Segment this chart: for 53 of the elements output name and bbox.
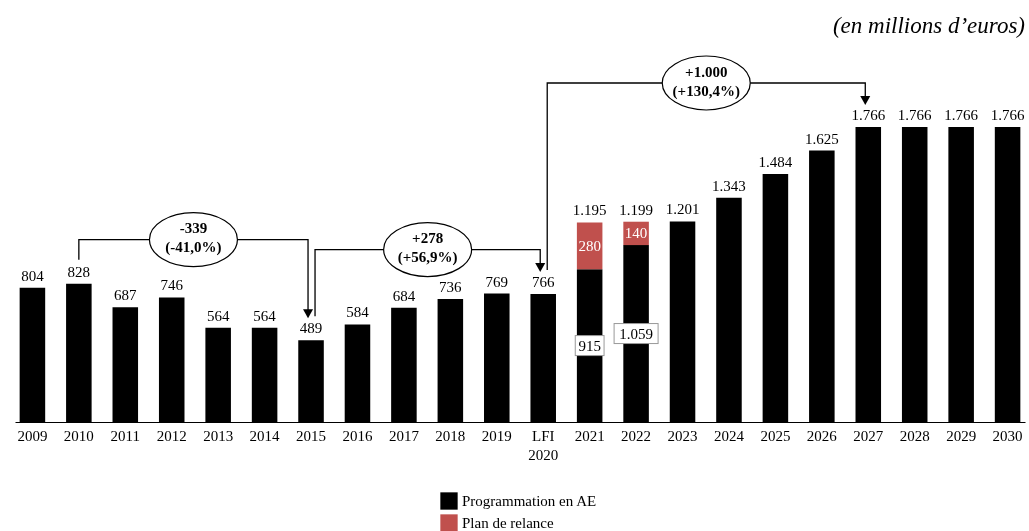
- x-tick-label: 2018: [435, 427, 466, 444]
- data-label: 1.766: [851, 107, 886, 123]
- x-tick-label: 2030: [992, 427, 1023, 444]
- x-tick-label: 2014: [249, 427, 281, 444]
- data-label: 769: [485, 273, 509, 290]
- data-label: 736: [439, 279, 463, 296]
- data-label: 140: [624, 225, 648, 242]
- annotation: +278 (+56,9%): [397, 230, 458, 267]
- x-tick-label: 2022: [621, 427, 652, 444]
- data-label: 828: [67, 263, 91, 280]
- data-label: 1.766: [944, 107, 979, 123]
- text: +1.000 (+130,4%): [672, 63, 740, 100]
- data-label: 746: [160, 277, 184, 294]
- x-tick-label: 2015: [296, 427, 327, 444]
- data-label: 687: [114, 287, 138, 304]
- x-tick-label: 2011: [110, 427, 141, 444]
- x-tick-label: 2026: [806, 427, 838, 444]
- data-label: 766: [531, 274, 555, 291]
- legend-label: Programmation en AE: [462, 493, 597, 509]
- x-tick-label: 2012: [156, 427, 187, 444]
- data-label: 1.201: [665, 201, 700, 218]
- x-tick-label: 2025: [760, 427, 791, 444]
- x-tick-label: 2028: [899, 427, 930, 444]
- data-label: 1.059: [619, 325, 653, 342]
- data-label: 564: [253, 307, 277, 324]
- annotation: -339 (-41,0%): [165, 220, 222, 257]
- data-label: 804: [21, 267, 45, 284]
- legend-label: Plan de relance: [462, 515, 554, 531]
- total-label: 1.195: [572, 202, 607, 219]
- x-tick-label: LFI 2020: [528, 427, 559, 463]
- data-label: 1.484: [758, 154, 793, 171]
- data-label: 1.343: [712, 177, 746, 194]
- x-tick-label: 2027: [853, 427, 884, 444]
- chart-subtitle: (en millions d’euros): [832, 13, 1025, 38]
- x-tick-label: 2016: [342, 427, 373, 444]
- data-label: 584: [346, 304, 370, 321]
- data-label: 684: [392, 287, 416, 304]
- x-tick-label: 2023: [667, 427, 698, 444]
- x-tick-label: 2024: [713, 427, 745, 444]
- data-label: 1.766: [897, 107, 933, 123]
- x-tick-label: 2019: [481, 427, 512, 444]
- x-tick-label: 2010: [63, 427, 94, 444]
- x-tick-label: 2029: [946, 427, 977, 444]
- x-tick-label: 2013: [203, 427, 234, 444]
- x-tick-label: 2017: [388, 427, 420, 444]
- total-label: 1.199: [619, 201, 653, 218]
- x-tick-label: 2021: [574, 427, 605, 444]
- data-label: 489: [299, 320, 323, 337]
- data-label: 280: [578, 237, 601, 254]
- data-label: 564: [206, 307, 230, 324]
- data-label: 1.766: [990, 107, 1025, 123]
- data-label: 1.625: [804, 130, 839, 147]
- x-tick-label: 2009: [17, 427, 48, 444]
